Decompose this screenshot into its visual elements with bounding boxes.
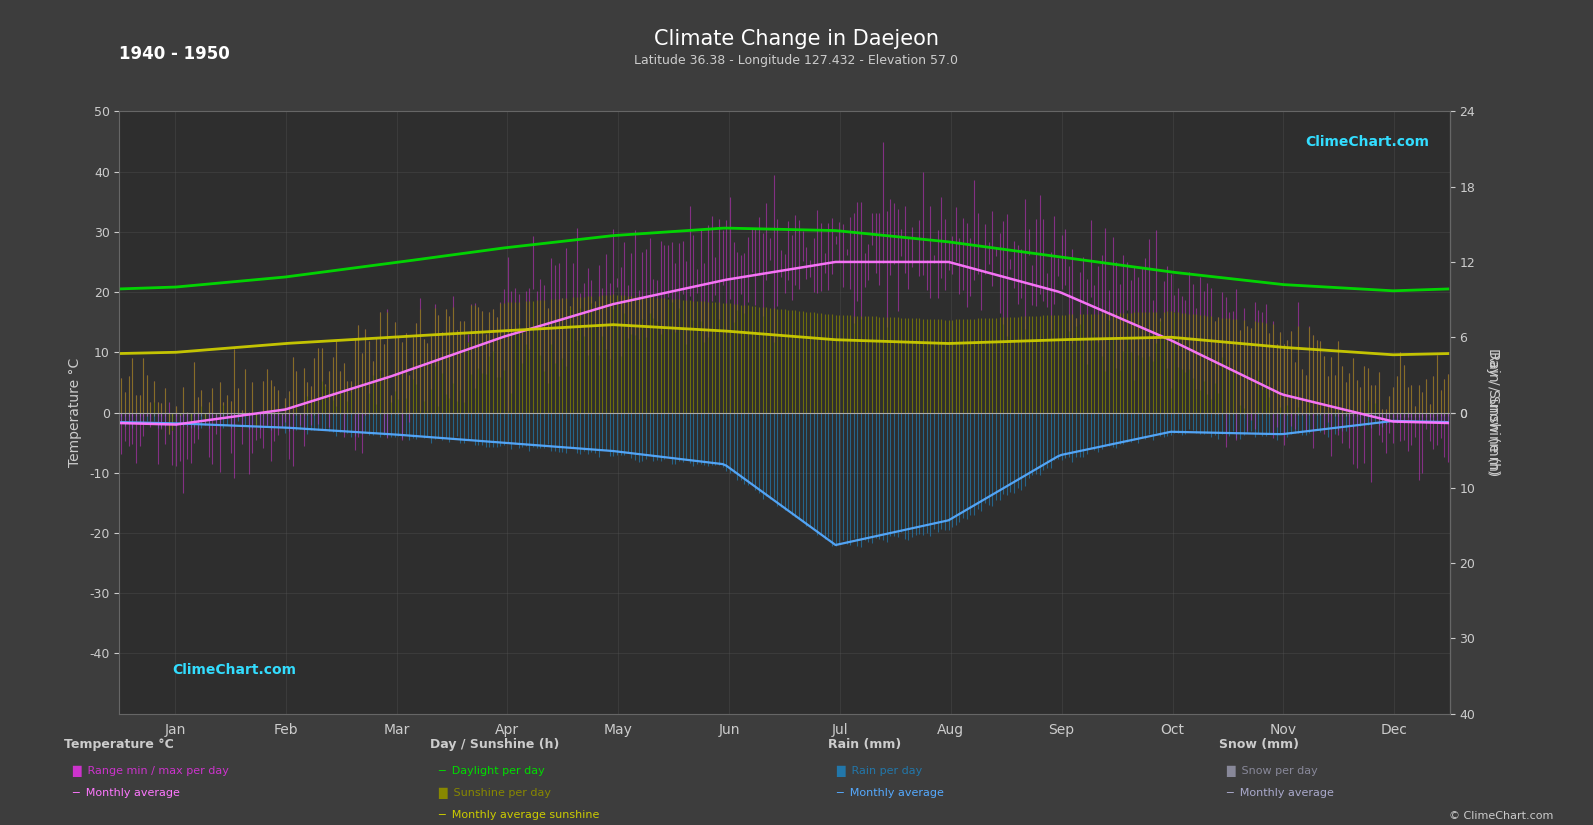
Text: ─  Monthly average: ─ Monthly average: [1227, 788, 1335, 798]
Text: Day / Sunshine (h): Day / Sunshine (h): [430, 738, 559, 752]
Text: ─  Monthly average: ─ Monthly average: [836, 788, 945, 798]
Y-axis label: Temperature °C: Temperature °C: [68, 358, 83, 467]
Text: █  Sunshine per day: █ Sunshine per day: [438, 788, 551, 799]
Text: Snow (mm): Snow (mm): [1219, 738, 1298, 752]
Text: █  Snow per day: █ Snow per day: [1227, 766, 1319, 777]
Text: █  Range min / max per day: █ Range min / max per day: [72, 766, 228, 777]
Text: ─  Daylight per day: ─ Daylight per day: [438, 766, 545, 775]
Y-axis label: Day / Sunshine (h): Day / Sunshine (h): [1486, 348, 1501, 477]
Text: 1940 - 1950: 1940 - 1950: [119, 45, 231, 64]
Text: © ClimeChart.com: © ClimeChart.com: [1448, 811, 1553, 821]
Text: Latitude 36.38 - Longitude 127.432 - Elevation 57.0: Latitude 36.38 - Longitude 127.432 - Ele…: [634, 54, 959, 67]
Y-axis label: Rain / Snow (mm): Rain / Snow (mm): [1486, 351, 1501, 474]
Text: Rain (mm): Rain (mm): [828, 738, 902, 752]
Text: ─  Monthly average: ─ Monthly average: [72, 788, 180, 798]
Text: Temperature °C: Temperature °C: [64, 738, 174, 752]
Text: ClimeChart.com: ClimeChart.com: [1306, 135, 1429, 149]
Text: ─  Monthly average sunshine: ─ Monthly average sunshine: [438, 810, 599, 820]
Text: █  Rain per day: █ Rain per day: [836, 766, 922, 777]
Text: Climate Change in Daejeon: Climate Change in Daejeon: [655, 29, 938, 49]
Text: ClimeChart.com: ClimeChart.com: [172, 663, 296, 677]
